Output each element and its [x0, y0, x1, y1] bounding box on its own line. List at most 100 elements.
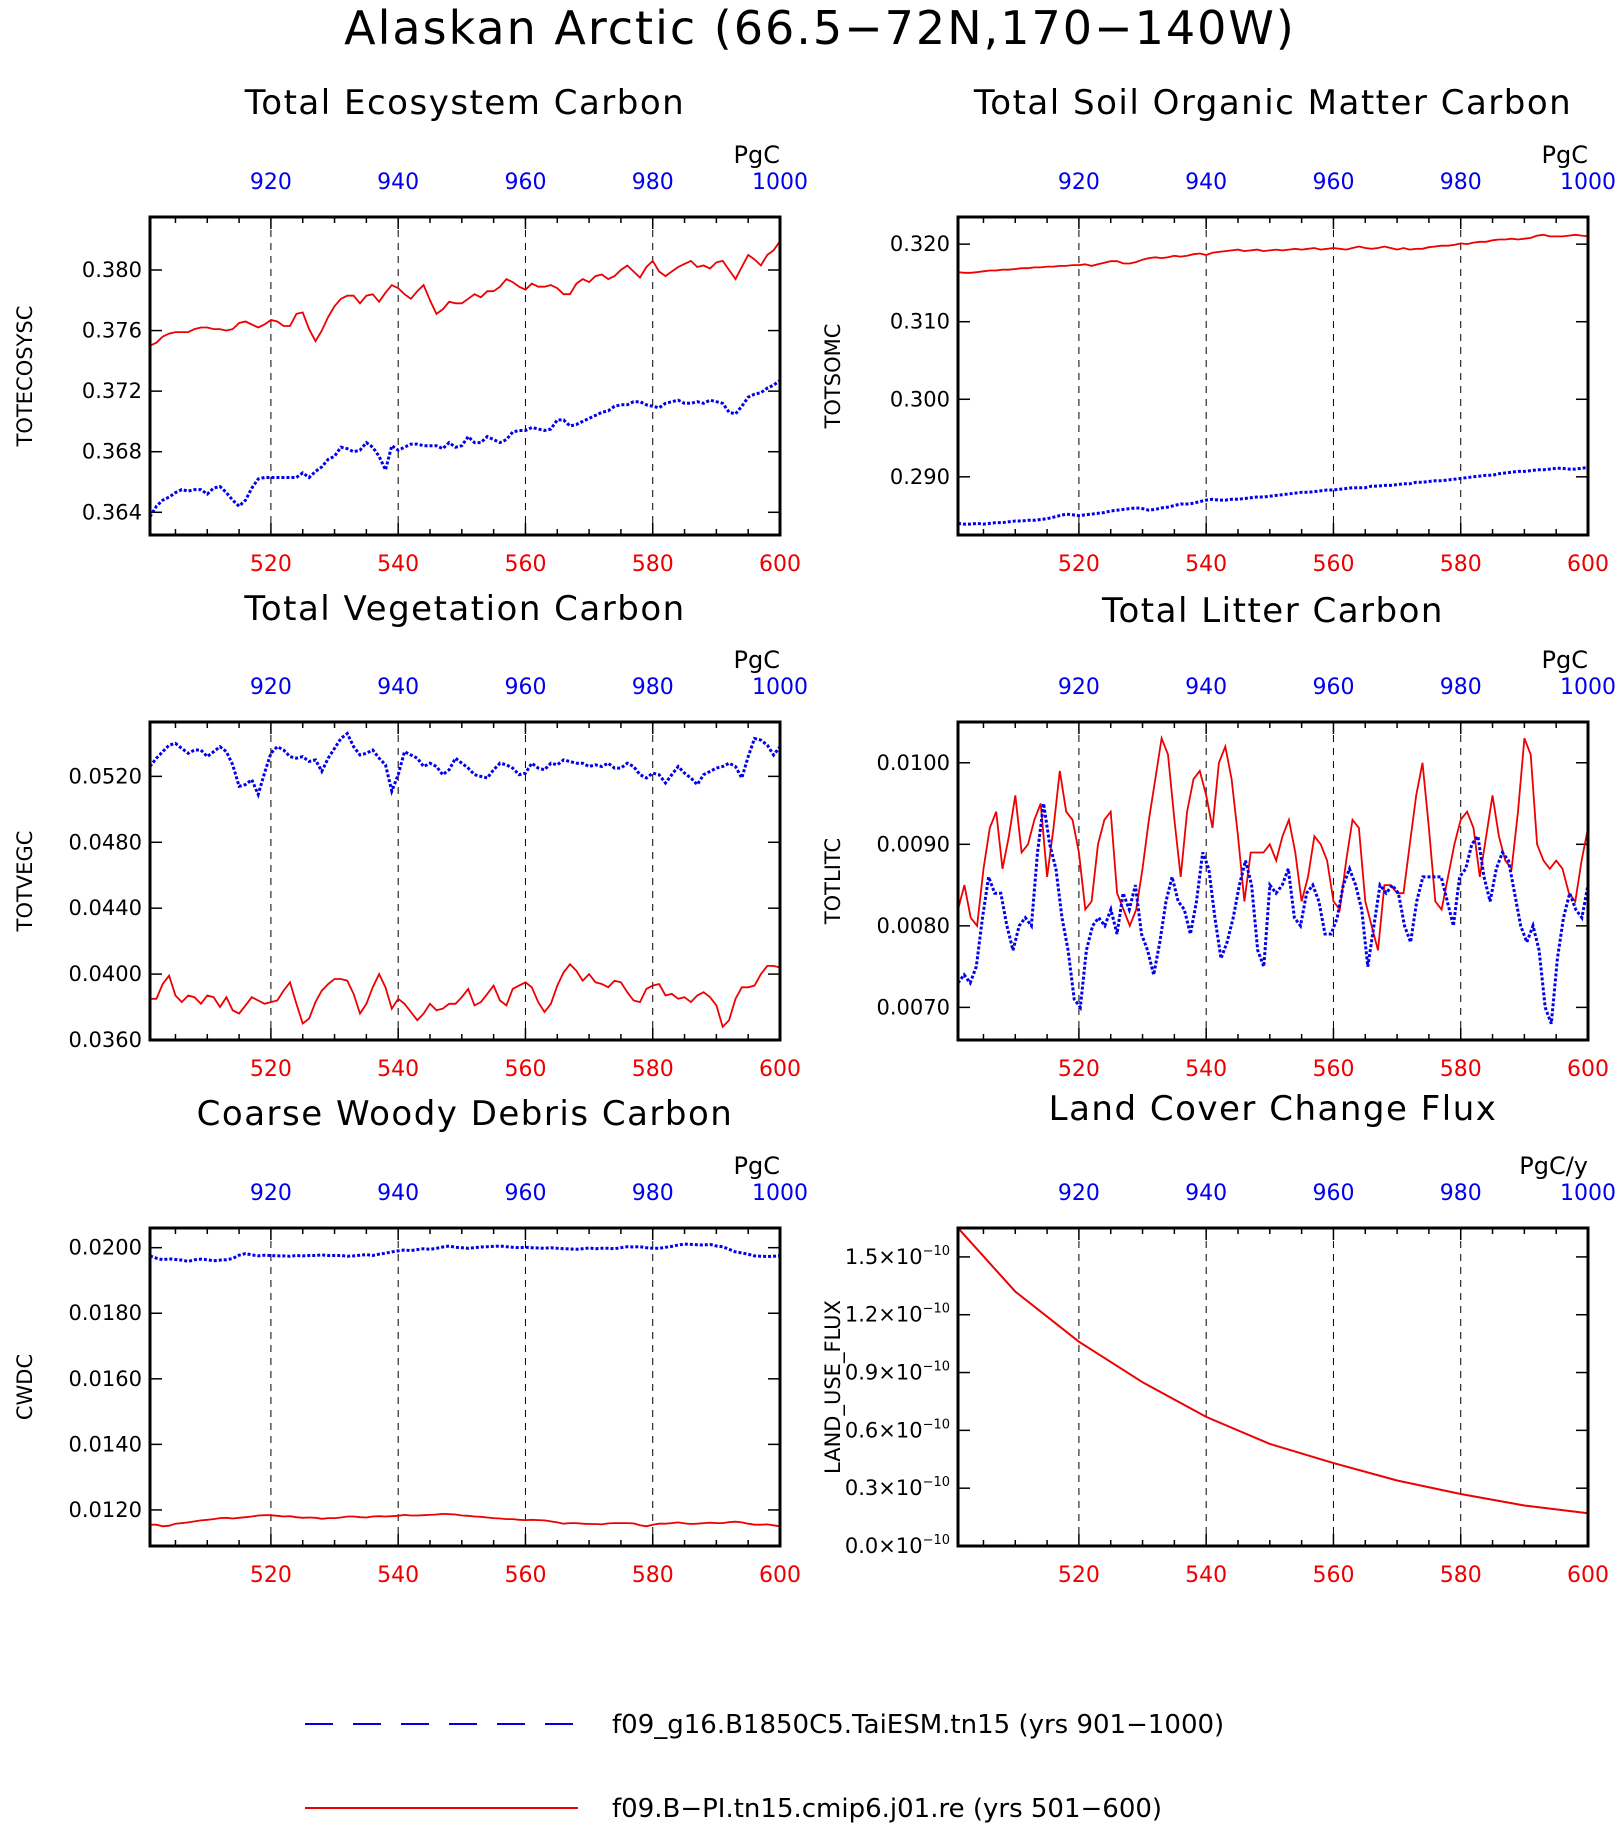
- y-tick-mantissa: 0.3×10: [845, 1476, 923, 1500]
- x-tick-label-top: 920: [250, 1181, 292, 1206]
- x-tick-label-bottom: 560: [504, 552, 546, 577]
- units-label: PgC/y: [1519, 1152, 1588, 1180]
- y-tick-exponent: −10: [923, 1475, 950, 1490]
- x-tick-label-bottom: 560: [1312, 1057, 1354, 1082]
- x-tick-label-top: 960: [1312, 675, 1354, 700]
- plot-frame: [956, 1226, 1590, 1548]
- series-line: [958, 1228, 1588, 1515]
- y-axis-label: TOTSOMC: [821, 324, 845, 430]
- x-tick-label-bottom: 600: [759, 552, 801, 577]
- x-tick-label-top: 980: [1440, 675, 1482, 700]
- plot-frame: [956, 215, 1590, 537]
- legend-label: f09.B−PI.tn15.cmip6.j01.re (yrs 501−600): [612, 1794, 1162, 1824]
- y-tick-label: 0.3×10−10: [845, 1475, 950, 1500]
- x-tick-label-top: 920: [1058, 170, 1100, 195]
- x-tick-label-bottom: 600: [1567, 552, 1609, 577]
- x-tick-label-bottom: 600: [1567, 1563, 1609, 1588]
- chart-panel: Total Soil Organic Matter Carbon PgC TOTSO…: [821, 83, 1616, 577]
- x-tick-label-top: 1000: [752, 1181, 808, 1206]
- x-tick-label-bottom: 600: [1567, 1057, 1609, 1082]
- x-tick-label-bottom: 520: [250, 1563, 292, 1588]
- y-axis-label: LAND_USE_FLUX: [821, 1300, 846, 1474]
- y-tick-label: 1.5×10−10: [845, 1244, 950, 1269]
- x-tick-label-bottom: 520: [250, 1057, 292, 1082]
- x-tick-label-top: 940: [377, 675, 419, 700]
- x-tick-label-top: 1000: [1560, 170, 1616, 195]
- x-tick-label-bottom: 580: [632, 1563, 674, 1588]
- plot-frame: [148, 1226, 782, 1548]
- y-tick-mantissa: 1.5×10: [845, 1245, 923, 1269]
- units-label: PgC: [734, 646, 780, 674]
- x-tick-label-top: 980: [632, 675, 674, 700]
- y-tick-label: 0.0080: [877, 914, 950, 938]
- y-tick-mantissa: 0.0×10: [845, 1534, 923, 1558]
- x-tick-label-bottom: 580: [632, 552, 674, 577]
- chart-panel: Land Cover Change Flux PgC/y LAND_USE_FLUX…: [821, 1089, 1616, 1588]
- x-tick-label-top: 920: [250, 170, 292, 195]
- y-tick-label: 0.0400: [69, 962, 142, 986]
- y-tick-exponent: −10: [923, 1417, 950, 1432]
- chart-title: Land Cover Change Flux: [1049, 1089, 1498, 1129]
- x-tick-label-bottom: 540: [377, 552, 419, 577]
- chart-title: Total Soil Organic Matter Carbon: [973, 83, 1572, 123]
- x-tick-label-bottom: 560: [504, 1563, 546, 1588]
- y-tick-label: 0.6×10−10: [845, 1417, 950, 1442]
- y-tick-label: 0.0520: [69, 764, 142, 788]
- x-tick-label-top: 940: [377, 170, 419, 195]
- y-tick-label: 0.0×10−10: [845, 1533, 950, 1558]
- y-tick-mantissa: 1.2×10: [845, 1303, 923, 1327]
- x-tick-label-bottom: 560: [1312, 552, 1354, 577]
- series-line: [150, 731, 780, 799]
- x-tick-label-top: 960: [504, 170, 546, 195]
- y-tick-label: 0.380: [82, 258, 142, 282]
- y-tick-label: 0.0090: [877, 832, 950, 856]
- y-tick-label: 0.0480: [69, 830, 142, 854]
- y-tick-exponent: −10: [923, 1360, 950, 1375]
- chart-title: Total Ecosystem Carbon: [244, 83, 685, 123]
- legend-item: f09_g16.B1850C5.TaiESM.tn15 (yrs 901−100…: [305, 1710, 1224, 1740]
- x-tick-label-top: 1000: [752, 170, 808, 195]
- legend-item: f09.B−PI.tn15.cmip6.j01.re (yrs 501−600): [305, 1794, 1162, 1824]
- chart-panel: Total Vegetation Carbon PgC TOTVEGC 520 920 5…: [13, 589, 808, 1082]
- y-axis-label: TOTLITC: [821, 838, 845, 925]
- plot-frame: [148, 720, 782, 1042]
- chart-panel: Total Ecosystem Carbon PgC TOTECOSYSC 520 92…: [13, 83, 808, 577]
- x-tick-label-top: 960: [1312, 170, 1354, 195]
- y-tick-exponent: −10: [923, 1244, 950, 1259]
- series-line: [150, 962, 780, 1029]
- y-tick-label: 0.0360: [69, 1028, 142, 1052]
- legend-label: f09_g16.B1850C5.TaiESM.tn15 (yrs 901−100…: [612, 1710, 1224, 1740]
- y-tick-label: 0.0440: [69, 896, 142, 920]
- x-tick-label-top: 1000: [752, 675, 808, 700]
- x-tick-label-top: 960: [504, 675, 546, 700]
- y-tick-label: 1.2×10−10: [845, 1302, 950, 1327]
- x-tick-label-bottom: 540: [1185, 552, 1227, 577]
- x-tick-label-bottom: 600: [759, 1563, 801, 1588]
- y-axis-label: CWDC: [13, 1354, 37, 1420]
- x-tick-label-bottom: 520: [1058, 1563, 1100, 1588]
- y-tick-label: 0.300: [890, 387, 950, 411]
- units-label: PgC: [1542, 141, 1588, 169]
- series-line: [958, 233, 1588, 274]
- x-tick-label-top: 940: [1185, 170, 1227, 195]
- x-tick-label-top: 960: [504, 1181, 546, 1206]
- series-line: [958, 734, 1588, 951]
- x-tick-label-top: 960: [1312, 1181, 1354, 1206]
- x-tick-label-top: 920: [250, 675, 292, 700]
- y-tick-label: 0.290: [890, 465, 950, 489]
- x-tick-label-bottom: 580: [1440, 552, 1482, 577]
- plot-frame: [956, 720, 1590, 1042]
- x-tick-label-top: 940: [1185, 675, 1227, 700]
- y-tick-exponent: −10: [923, 1302, 950, 1317]
- x-tick-label-bottom: 540: [377, 1057, 419, 1082]
- x-tick-label-top: 940: [1185, 1181, 1227, 1206]
- chart-panel: Total Litter Carbon PgC TOTLITC 520 920 540 94…: [821, 591, 1616, 1082]
- x-tick-label-top: 920: [1058, 675, 1100, 700]
- x-tick-label-bottom: 580: [632, 1057, 674, 1082]
- y-tick-mantissa: 0.6×10: [845, 1418, 923, 1442]
- x-tick-label-top: 980: [632, 170, 674, 195]
- x-tick-label-bottom: 600: [759, 1057, 801, 1082]
- x-tick-label-bottom: 560: [504, 1057, 546, 1082]
- series-line: [150, 1242, 780, 1263]
- chart-title: Coarse Woody Debris Carbon: [197, 1094, 734, 1134]
